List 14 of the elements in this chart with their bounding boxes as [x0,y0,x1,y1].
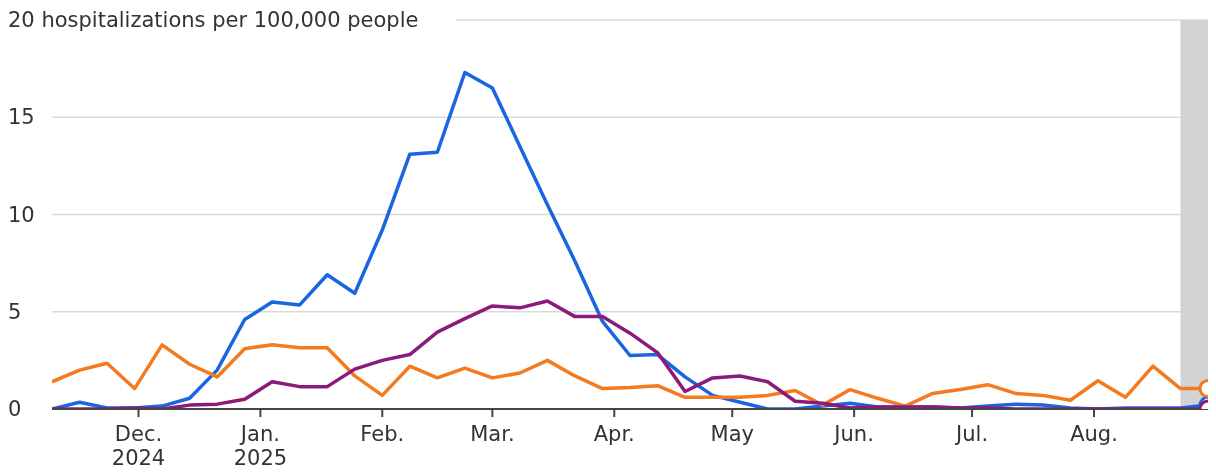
x-tick-label: May [710,422,754,446]
x-tick-label: Feb. [360,422,405,446]
x-tick-label: Jul. [954,422,989,446]
x-tick-label: Dec. 2024 [111,422,166,470]
y-tick-label: 20 hospitalizations per 100,000 people [8,8,419,32]
x-tick-label: Apr. [593,422,635,446]
x-tick-label: Aug. [1070,422,1118,446]
y-tick-label: 15 [8,105,35,130]
y-tick-label: 0 [8,397,22,421]
x-tick-label: Jun. [832,422,874,446]
y-tick-label: 10 [8,202,35,227]
x-tick-label: Jan. 2025 [233,422,288,470]
x-tick-label: Mar. [470,422,515,446]
y-tick-label: 5 [8,299,22,324]
